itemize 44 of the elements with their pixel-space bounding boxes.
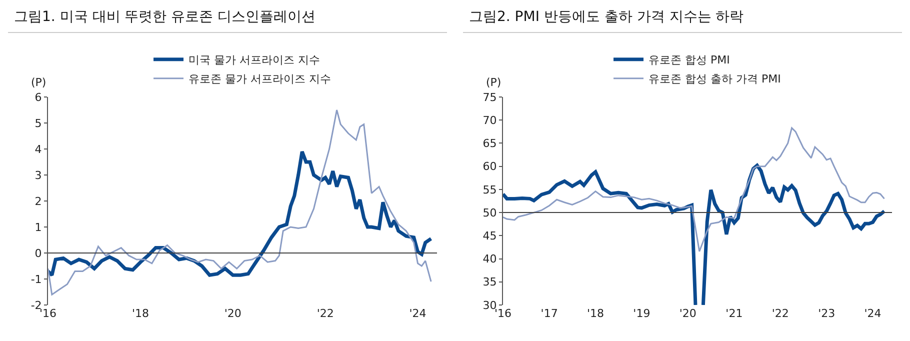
y-tick-label: -2 <box>30 298 42 312</box>
x-tick-label: '23 <box>818 307 836 320</box>
x-tick-label: '16 <box>39 307 57 320</box>
y-tick-label: 40 <box>482 252 497 266</box>
x-tick-label: '24 <box>409 307 426 320</box>
y-tick-label: 4 <box>34 142 42 156</box>
x-tick-label: '22 <box>316 307 334 320</box>
y-tick-label: 75 <box>482 90 497 104</box>
y-tick-label: 70 <box>482 114 497 127</box>
y-tick-label: 3 <box>34 168 42 182</box>
y-tick-label: 55 <box>482 183 497 196</box>
x-tick-label: '22 <box>772 307 789 320</box>
line-series <box>48 150 433 277</box>
y-tick-label: 5 <box>34 116 42 130</box>
y-tick-label: 30 <box>482 298 497 312</box>
x-tick-label: '18 <box>132 307 150 320</box>
legend-label: 유로존 물가 서프라이즈 지수 <box>188 72 331 86</box>
legend-label: 유로존 합성 PMI <box>648 54 730 67</box>
y-tick-label: -1 <box>30 272 42 286</box>
x-tick-label: '21 <box>726 307 743 320</box>
y-tick-label: 0 <box>34 246 42 260</box>
y-tick-label: 45 <box>482 230 497 243</box>
y-tick-label: 2 <box>34 194 42 208</box>
x-tick-label: '19 <box>633 307 650 320</box>
y-tick-label: 1 <box>34 220 42 234</box>
y-tick-label: 35 <box>482 276 497 289</box>
x-tick-label: '17 <box>540 307 558 320</box>
y-tick-label: 65 <box>482 137 497 150</box>
chart-title: 그림2. PMI 반등에도 출하 가격 지수는 하락 <box>463 0 902 33</box>
y-tick-label: 60 <box>482 160 497 174</box>
y-tick-label: 6 <box>34 90 42 104</box>
y-axis-title: (P) <box>486 76 502 89</box>
legend-label: 유로존 합성 출하 가격 PMI <box>648 72 781 86</box>
line-series <box>503 127 886 252</box>
x-tick-label: '20 <box>224 307 242 320</box>
x-tick-label: '18 <box>586 307 604 320</box>
x-tick-label: '24 <box>864 307 882 320</box>
line-series <box>48 109 432 296</box>
x-tick-label: '20 <box>679 307 696 320</box>
y-axis-title: (P) <box>31 76 46 89</box>
y-tick-label: 50 <box>482 206 497 220</box>
chart-title: 그림1. 미국 대비 뚜렷한 유로존 디스인플레이션 <box>8 0 447 33</box>
legend-label: 미국 물가 서프라이즈 지수 <box>188 54 320 67</box>
x-tick-label: '16 <box>494 307 512 320</box>
